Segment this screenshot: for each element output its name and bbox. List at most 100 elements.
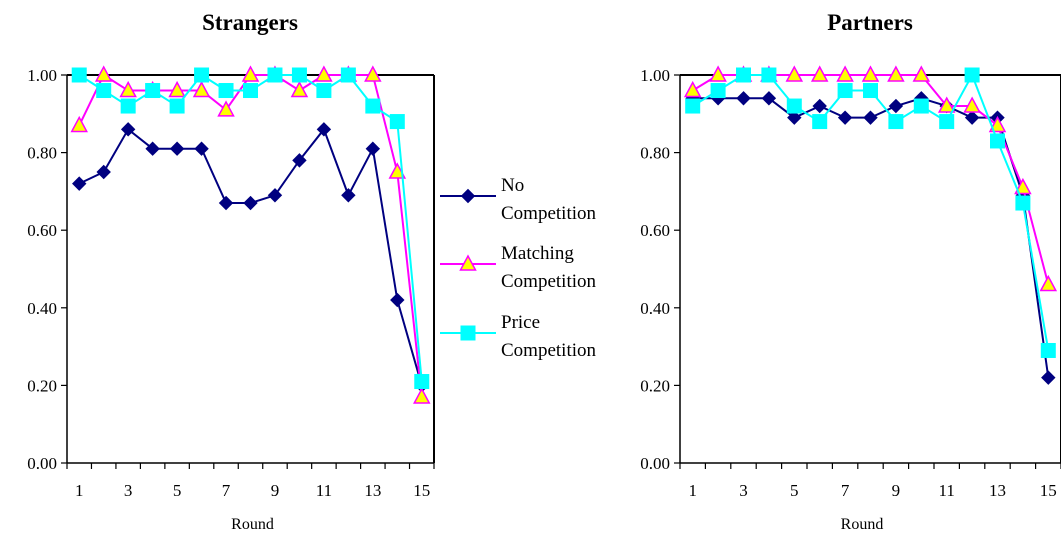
data-point <box>685 98 701 114</box>
data-point <box>812 98 827 114</box>
data-point <box>218 83 234 99</box>
series-matching-competition <box>70 65 431 404</box>
data-point <box>1040 342 1056 358</box>
y-tick-label: 0.40 <box>640 299 670 318</box>
triangle-icon <box>459 254 477 271</box>
chart-legend: No Competition Matching Competition Price Com… <box>440 175 597 361</box>
data-point <box>1015 195 1031 211</box>
data-point <box>315 65 333 82</box>
data-point <box>736 91 751 106</box>
legend-item-1: Matching Competition <box>440 243 597 292</box>
data-point <box>365 98 381 114</box>
data-point <box>683 80 702 98</box>
data-point <box>837 83 853 99</box>
x-tick-label: 7 <box>222 481 231 500</box>
x-tick-label: 3 <box>124 481 133 500</box>
data-point <box>990 133 1005 149</box>
series-line <box>78 73 423 382</box>
y-tick-label: 0.00 <box>27 454 57 473</box>
data-point <box>168 80 186 98</box>
data-point <box>192 80 211 98</box>
data-point <box>1014 177 1032 195</box>
data-point <box>96 164 111 180</box>
data-point <box>736 67 751 83</box>
chart-title: Partners <box>827 10 913 35</box>
data-point <box>863 83 878 99</box>
series-no-competition <box>72 122 429 393</box>
data-point <box>217 100 235 117</box>
y-tick-label: 0.00 <box>640 454 670 473</box>
data-point <box>94 65 113 82</box>
data-point <box>119 80 137 98</box>
data-point <box>939 114 955 130</box>
y-tick-label: 0.60 <box>640 221 670 240</box>
x-tick-label: 1 <box>75 481 84 500</box>
data-point <box>785 65 804 82</box>
data-point <box>70 115 88 133</box>
data-point <box>316 83 332 99</box>
legend-item-2: Price Competition <box>440 312 597 361</box>
x-axis-title: Round <box>231 516 274 533</box>
data-point <box>267 188 283 203</box>
x-tick-label: 13 <box>989 481 1006 500</box>
x-tick-label: 5 <box>173 481 182 500</box>
data-point <box>71 67 87 83</box>
data-point <box>861 65 880 82</box>
data-point <box>365 141 381 156</box>
series-line <box>78 73 423 398</box>
series-line <box>78 127 423 386</box>
y-tick-label: 0.40 <box>27 299 57 318</box>
data-point <box>887 65 905 82</box>
data-point <box>836 65 854 82</box>
data-point <box>390 292 405 308</box>
data-point <box>988 115 1007 133</box>
data-point <box>710 83 726 99</box>
series-price-competition <box>685 67 1056 358</box>
data-point <box>761 67 777 83</box>
data-point <box>414 374 430 390</box>
data-point <box>786 98 802 114</box>
data-point <box>913 98 929 114</box>
data-point <box>810 65 829 82</box>
legend-label-line1: No <box>501 175 524 196</box>
data-point <box>194 67 210 83</box>
x-tick-label: 7 <box>841 481 850 500</box>
data-point <box>290 80 309 98</box>
x-tick-label: 15 <box>413 481 430 500</box>
data-point <box>243 83 258 99</box>
y-tick-label: 0.80 <box>27 144 57 163</box>
data-point <box>863 110 878 125</box>
data-point <box>194 141 209 156</box>
data-point <box>340 67 356 83</box>
data-point <box>218 195 234 211</box>
data-point <box>963 96 981 113</box>
data-point <box>120 98 136 114</box>
data-point <box>389 114 405 130</box>
legend-label-line2: Competition <box>501 203 597 224</box>
data-point <box>120 122 136 137</box>
data-point <box>241 65 260 82</box>
data-point <box>964 67 980 83</box>
series-line <box>692 74 1050 285</box>
x-tick-label: 9 <box>271 481 280 500</box>
data-point <box>964 110 980 125</box>
legend-label-line1: Price <box>501 312 540 333</box>
data-point <box>837 110 853 125</box>
y-tick-label: 0.60 <box>27 221 57 240</box>
data-point <box>413 387 431 404</box>
chart-title: Strangers <box>202 10 298 35</box>
legend-label-line2: Competition <box>501 340 597 361</box>
x-tick-label: 9 <box>892 481 901 500</box>
x-tick-label: 5 <box>790 481 799 500</box>
series-price-competition <box>71 67 430 390</box>
y-tick-label: 1.00 <box>27 66 57 85</box>
y-tick-label: 0.80 <box>640 144 670 163</box>
x-tick-label: 13 <box>364 481 381 500</box>
x-tick-label: 11 <box>939 481 955 500</box>
data-point <box>145 141 160 156</box>
x-tick-label: 3 <box>739 481 748 500</box>
data-point <box>888 114 904 130</box>
